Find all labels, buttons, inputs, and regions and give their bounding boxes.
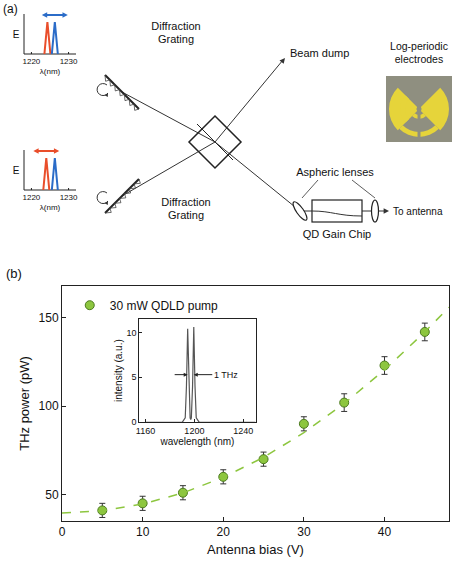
svg-text:(a): (a) bbox=[3, 2, 18, 16]
svg-text:0: 0 bbox=[59, 525, 66, 539]
svg-text:0: 0 bbox=[132, 417, 137, 427]
svg-text:Grating: Grating bbox=[168, 209, 204, 221]
svg-text:5: 5 bbox=[132, 372, 137, 382]
svg-text:1200: 1200 bbox=[184, 426, 204, 436]
svg-text:THz power (pW): THz power (pW) bbox=[17, 356, 32, 451]
svg-text:1230: 1230 bbox=[60, 193, 78, 202]
svg-text:Aspheric lenses: Aspheric lenses bbox=[296, 166, 374, 178]
svg-text:QD Gain Chip: QD Gain Chip bbox=[303, 228, 371, 240]
svg-text:Diffraction: Diffraction bbox=[161, 196, 210, 208]
svg-text:1220: 1220 bbox=[23, 57, 41, 66]
svg-text:To antenna: To antenna bbox=[393, 206, 443, 217]
svg-text:10: 10 bbox=[136, 525, 150, 539]
svg-text:Log-periodic: Log-periodic bbox=[390, 40, 448, 52]
svg-text:1230: 1230 bbox=[60, 57, 78, 66]
svg-text:wavelength (nm): wavelength (nm) bbox=[159, 436, 234, 447]
svg-text:electrodes: electrodes bbox=[395, 53, 443, 65]
svg-text:1 THz: 1 THz bbox=[214, 370, 238, 380]
svg-text:20: 20 bbox=[217, 525, 231, 539]
svg-text:30: 30 bbox=[297, 525, 311, 539]
svg-text:100: 100 bbox=[39, 399, 59, 413]
svg-text:Antenna bias (V): Antenna bias (V) bbox=[207, 542, 304, 557]
svg-text:150: 150 bbox=[39, 311, 59, 325]
svg-text:λ(nm): λ(nm) bbox=[40, 203, 61, 212]
svg-text:E: E bbox=[13, 29, 20, 40]
svg-text:1240: 1240 bbox=[233, 426, 253, 436]
svg-text:Beam dump: Beam dump bbox=[290, 47, 349, 59]
svg-text:E: E bbox=[13, 165, 20, 176]
svg-text:30 mW QDLD pump: 30 mW QDLD pump bbox=[110, 299, 218, 313]
svg-text:Diffraction: Diffraction bbox=[151, 20, 200, 32]
svg-text:1160: 1160 bbox=[136, 426, 155, 436]
svg-text:1220: 1220 bbox=[23, 193, 41, 202]
svg-text:(b): (b) bbox=[6, 266, 22, 281]
svg-text:λ(nm): λ(nm) bbox=[40, 67, 61, 76]
svg-text:50: 50 bbox=[45, 488, 59, 502]
svg-text:intensity (a.u.): intensity (a.u.) bbox=[113, 339, 124, 402]
svg-text:40: 40 bbox=[378, 525, 392, 539]
svg-text:10: 10 bbox=[127, 328, 137, 338]
svg-text:Grating: Grating bbox=[158, 33, 194, 45]
